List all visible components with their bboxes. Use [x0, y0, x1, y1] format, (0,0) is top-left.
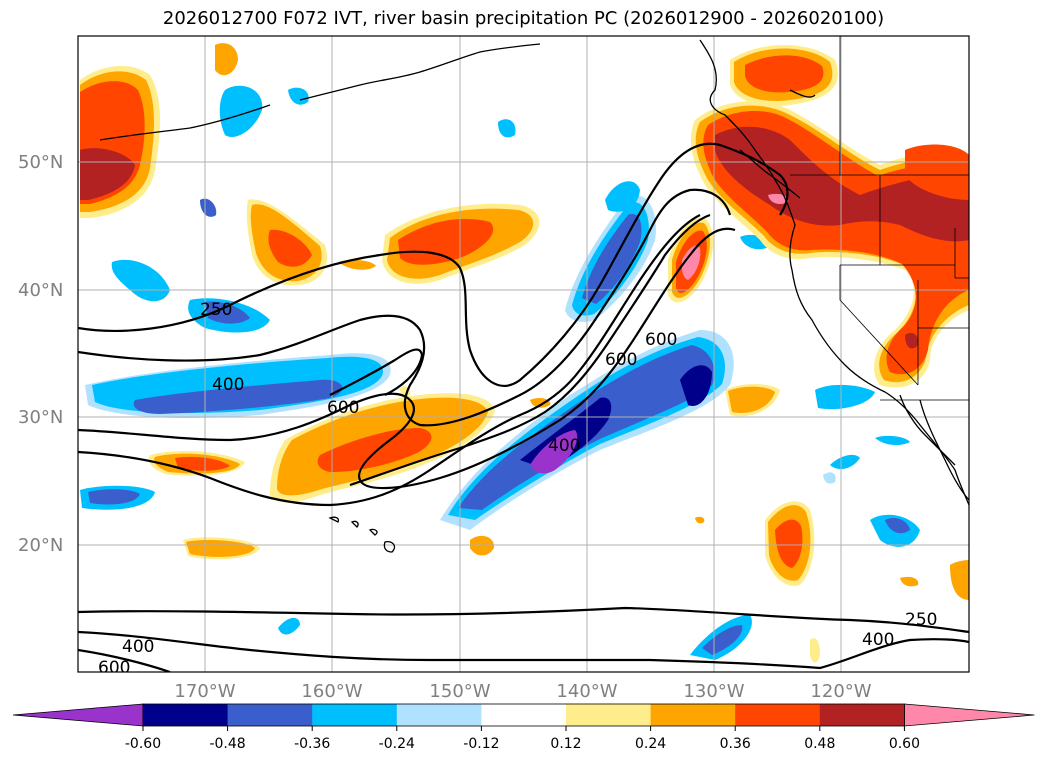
colorbar-segment [650, 704, 736, 726]
lon-label: 160°W [301, 681, 362, 702]
contour-label: 600 [98, 658, 130, 678]
political-borders [790, 36, 969, 401]
contour-label: 250 [200, 300, 232, 320]
contour-label: 600 [605, 350, 637, 370]
colorbar [12, 703, 1035, 727]
coastlines [99, 39, 969, 553]
colorbar-tick-label: 0.36 [720, 736, 751, 752]
longitude-labels: 170°W 160°W 150°W 140°W 130°W 120°W [174, 681, 871, 702]
map-title: 2026012700 F072 IVT, river basin precipi… [162, 8, 885, 29]
colorbar-tick-label: -0.36 [294, 736, 330, 752]
contour-label: 400 [212, 375, 244, 395]
map-frame [77, 35, 970, 673]
ivt-contour-labels: 250 400 600 250 400 600 600 400 400 600 [98, 300, 937, 678]
contour-label: 400 [548, 436, 580, 456]
lon-label: 120°W [810, 681, 871, 702]
colorbar-tick-label: -0.12 [463, 736, 499, 752]
contour-label: 250 [905, 610, 937, 630]
colorbar-segment [227, 704, 313, 726]
colorbar-tick-label: -0.48 [209, 736, 245, 752]
colorbar-tick-label: 0.48 [804, 736, 835, 752]
colorbar-tick-label: -0.60 [125, 736, 161, 752]
colorbar-tick-label: 0.60 [889, 736, 920, 752]
colorbar-extend-high [904, 703, 1035, 727]
contour-label: 400 [122, 637, 154, 657]
ivt-contours [78, 142, 969, 672]
colorbar-tick-label: 0.24 [635, 736, 666, 752]
lon-label: 170°W [174, 681, 235, 702]
precip-pc-shading [80, 43, 969, 663]
colorbar-segment [735, 704, 821, 726]
latitude-labels: 50°N 40°N 30°N 20°N [18, 152, 63, 556]
map-gridlines [78, 36, 969, 672]
colorbar-segment [481, 704, 567, 726]
colorbar-segment [819, 704, 905, 726]
colorbar-segment [143, 704, 229, 726]
contour-label: 600 [645, 330, 677, 350]
colorbar-segment [396, 704, 482, 726]
lon-label: 130°W [683, 681, 744, 702]
colorbar-frame [142, 703, 905, 727]
colorbar-segment [312, 704, 398, 726]
lat-label: 20°N [18, 535, 63, 556]
lat-label: 40°N [18, 280, 63, 301]
colorbar-extend-low [12, 703, 144, 727]
colorbar-tick-label: -0.24 [379, 736, 415, 752]
colorbar-tick-label: 0.12 [550, 736, 581, 752]
lat-label: 30°N [18, 407, 63, 428]
contour-label: 400 [862, 630, 894, 650]
contour-label: 600 [327, 398, 359, 418]
lon-label: 150°W [429, 681, 490, 702]
colorbar-segment [566, 704, 652, 726]
lon-label: 140°W [556, 681, 617, 702]
colorbar-tick-labels: -0.60 -0.48 -0.36 -0.24 -0.12 0.12 0.24 0.36 0.4… [125, 726, 920, 752]
lat-label: 50°N [18, 152, 63, 173]
